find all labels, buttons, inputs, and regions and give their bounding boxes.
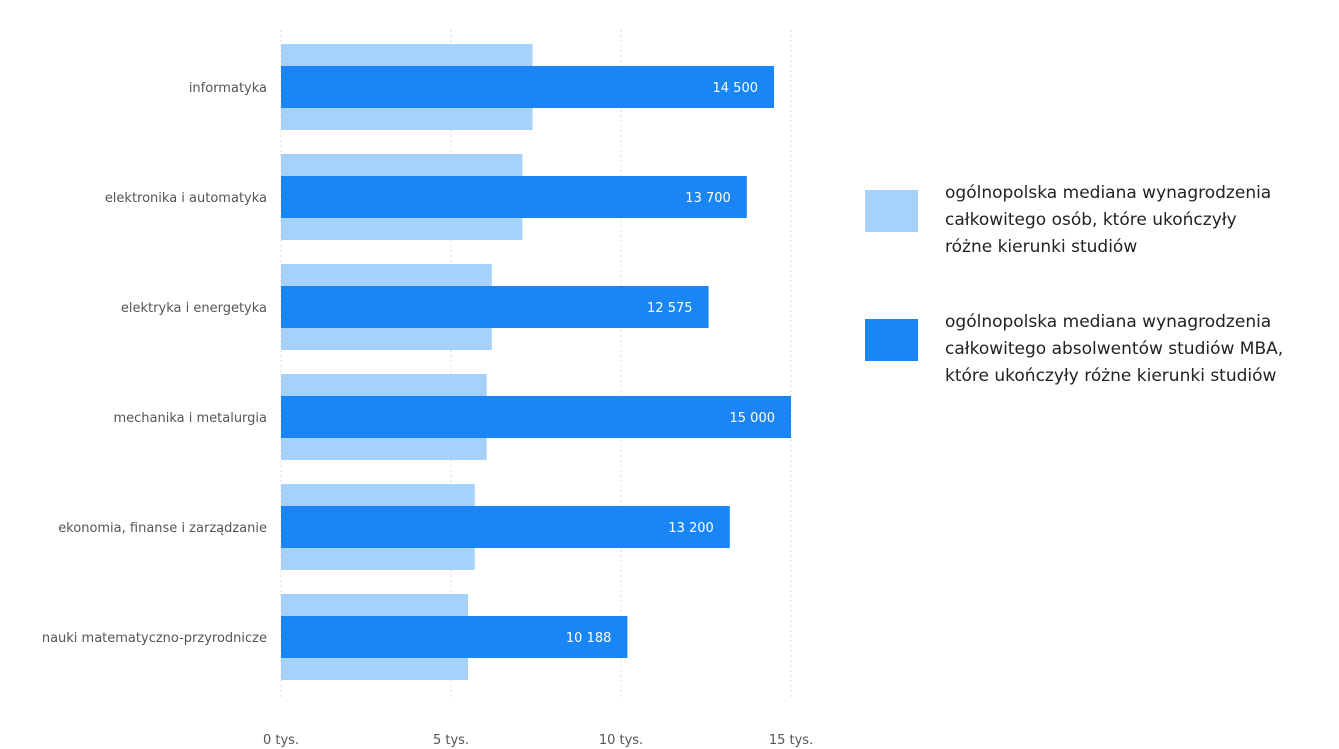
legend-line: które ukończyły różne kierunki studiów bbox=[945, 366, 1277, 386]
data-label: 13 200 bbox=[668, 521, 714, 536]
category-label: mechanika i metalurgia bbox=[113, 411, 267, 426]
x-tick-label: 10 tys. bbox=[599, 733, 643, 748]
data-label: 13 700 bbox=[685, 191, 731, 206]
data-label: 10 188 bbox=[566, 631, 612, 646]
data-label: 15 000 bbox=[730, 411, 776, 426]
bar-mba-median bbox=[281, 286, 709, 328]
category-label: elektronika i automatyka bbox=[105, 191, 267, 206]
category-label: elektryka i energetyka bbox=[121, 301, 267, 316]
bar-mba-median bbox=[281, 396, 791, 438]
legend: ogólnopolska mediana wynagrodzenia całko… bbox=[865, 180, 1335, 438]
legend-line: ogólnopolska mediana wynagrodzenia bbox=[945, 183, 1272, 203]
bar-mba-median bbox=[281, 506, 730, 548]
x-tick-label: 15 tys. bbox=[769, 733, 813, 748]
data-label: 14 500 bbox=[713, 81, 759, 96]
legend-label-general-median: ogólnopolska mediana wynagrodzenia całko… bbox=[945, 180, 1271, 261]
legend-item-general-median: ogólnopolska mediana wynagrodzenia całko… bbox=[865, 180, 1335, 261]
legend-line: całkowitego osób, które ukończyły bbox=[945, 210, 1237, 230]
legend-item-mba-median: ogólnopolska mediana wynagrodzenia całko… bbox=[865, 309, 1335, 390]
category-label: nauki matematyczno-przyrodnicze bbox=[42, 631, 267, 646]
category-label: informatyka bbox=[189, 81, 267, 96]
bar-mba-median bbox=[281, 616, 628, 658]
bar-mba-median bbox=[281, 176, 747, 218]
legend-swatch-light bbox=[865, 190, 918, 232]
data-label: 12 575 bbox=[647, 301, 693, 316]
legend-line: całkowitego absolwentów studiów MBA, bbox=[945, 339, 1284, 359]
legend-swatch-dark bbox=[865, 319, 918, 361]
x-tick-label: 5 tys. bbox=[433, 733, 469, 748]
bar-mba-median bbox=[281, 66, 774, 108]
legend-line: różne kierunki studiów bbox=[945, 237, 1138, 257]
x-tick-label: 0 tys. bbox=[263, 733, 299, 748]
legend-label-mba-median: ogólnopolska mediana wynagrodzenia całko… bbox=[945, 309, 1283, 390]
legend-line: ogólnopolska mediana wynagrodzenia bbox=[945, 312, 1272, 332]
category-label: ekonomia, finanse i zarządzanie bbox=[58, 521, 267, 536]
